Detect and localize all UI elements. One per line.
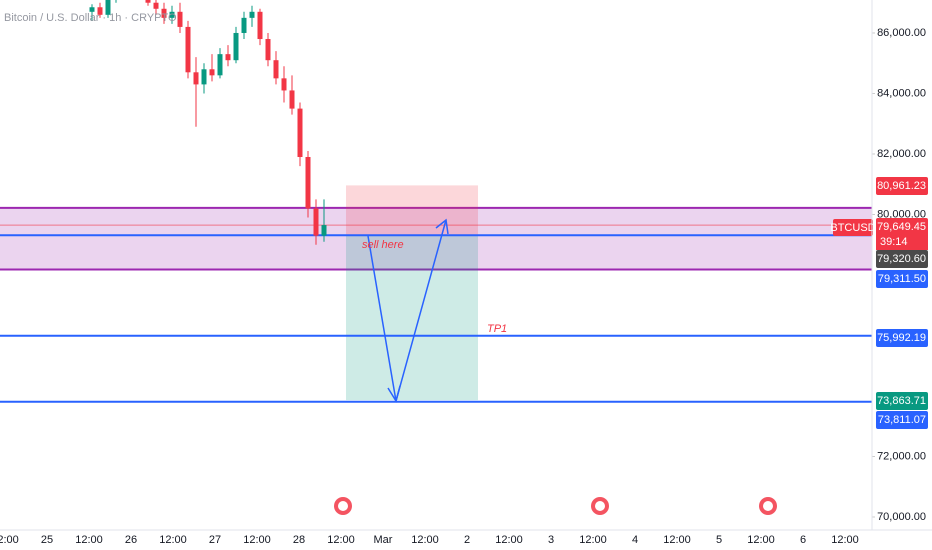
- price-label: 79,320.60: [877, 253, 926, 265]
- candle-body: [185, 26, 191, 73]
- price-label: 73,863.71: [877, 395, 926, 407]
- price-label-bg: [876, 392, 928, 410]
- price-label: 80,961.23: [877, 180, 926, 192]
- candle-body: [321, 225, 327, 236]
- candle-body: [105, 0, 111, 15]
- x-tick-label: 25: [41, 534, 53, 546]
- candle-body: [177, 11, 183, 27]
- candle-body: [161, 8, 167, 18]
- x-tick-label: Mar: [374, 534, 393, 546]
- chart-title: Bitcoin / U.S. Dollar · 1h · CRYPTO: [4, 12, 177, 24]
- plot-area: sell here TP1: [0, 0, 872, 403]
- candle-body: [297, 108, 303, 158]
- x-tick-label: 4: [632, 534, 638, 546]
- price-label-bg: [876, 270, 928, 288]
- y-tick-label: 70,000.00: [877, 511, 926, 523]
- candle-body: [281, 78, 287, 91]
- price-label-bg: [876, 218, 928, 236]
- candle-body: [145, 0, 151, 3]
- price-label-bg: [876, 329, 928, 347]
- event-icons: [334, 497, 777, 515]
- candle-body: [97, 7, 103, 15]
- symbol: BTCUSD: [830, 222, 875, 234]
- x-tick-label: 12:00: [579, 534, 607, 546]
- x-tick-label: 12:00: [327, 534, 355, 546]
- annotation: sell here: [362, 239, 404, 251]
- x-tick-label: 3: [548, 534, 554, 546]
- candle-body: [201, 69, 207, 85]
- candle-body: [193, 72, 199, 85]
- x-tick-label: 12:00: [495, 534, 523, 546]
- x-tick-label: 28: [293, 534, 305, 546]
- x-tick-label: 12:00: [411, 534, 439, 546]
- x-tick-label: 5: [716, 534, 722, 546]
- x-tick-label: 12:00: [0, 534, 19, 546]
- candle-body: [225, 54, 231, 61]
- candle-body: [153, 2, 159, 9]
- candle-body: [289, 90, 295, 109]
- candle-body: [273, 60, 279, 79]
- x-tick-label: 12:00: [75, 534, 103, 546]
- annotation: TP1: [487, 323, 507, 335]
- symbol-bg: [833, 219, 873, 236]
- price-label: 79,649.45: [877, 221, 926, 233]
- target-zone: [346, 235, 478, 401]
- x-tick-label: 2: [464, 534, 470, 546]
- countdown-bg: [876, 234, 928, 250]
- candle-body: [217, 54, 223, 76]
- arrow-head: [435, 218, 449, 235]
- candle-body: [89, 7, 95, 12]
- y-tick-label: 82,000.00: [877, 148, 926, 160]
- candle-body: [249, 11, 255, 18]
- x-tick-label: 12:00: [831, 534, 859, 546]
- x-tick-label: 27: [209, 534, 221, 546]
- price-label: 79,311.50: [878, 273, 926, 285]
- candle-body: [241, 17, 247, 33]
- arrow-head: [387, 385, 401, 403]
- candle-body: [313, 208, 319, 236]
- stop-zone: [346, 185, 478, 236]
- y-tick-label: 72,000.00: [877, 450, 926, 462]
- candle-body: [265, 39, 271, 61]
- x-tick-label: 12:00: [243, 534, 271, 546]
- price-label-bg: [876, 411, 928, 429]
- y-tick-label: 80,000.00: [877, 208, 926, 220]
- price-label: 73,811.07: [878, 414, 926, 426]
- price-label-bg: [876, 250, 928, 268]
- candle-body: [257, 11, 263, 40]
- zone: [0, 207, 872, 270]
- y-tick-label: 86,000.00: [877, 27, 926, 39]
- x-tick-label: 12:00: [159, 534, 187, 546]
- candle-body: [305, 157, 311, 209]
- countdown: 39:14: [880, 236, 908, 248]
- price-label-bg: [876, 177, 928, 195]
- x-tick-label: 12:00: [663, 534, 691, 546]
- candle-body: [169, 11, 175, 18]
- x-tick-label: 12:00: [747, 534, 775, 546]
- price-label: 75,992.19: [877, 332, 926, 344]
- x-tick-label: 6: [800, 534, 806, 546]
- y-tick-label: 84,000.00: [877, 87, 926, 99]
- candle-body: [233, 32, 239, 61]
- x-tick-label: 26: [125, 534, 137, 546]
- candle-body: [209, 69, 215, 76]
